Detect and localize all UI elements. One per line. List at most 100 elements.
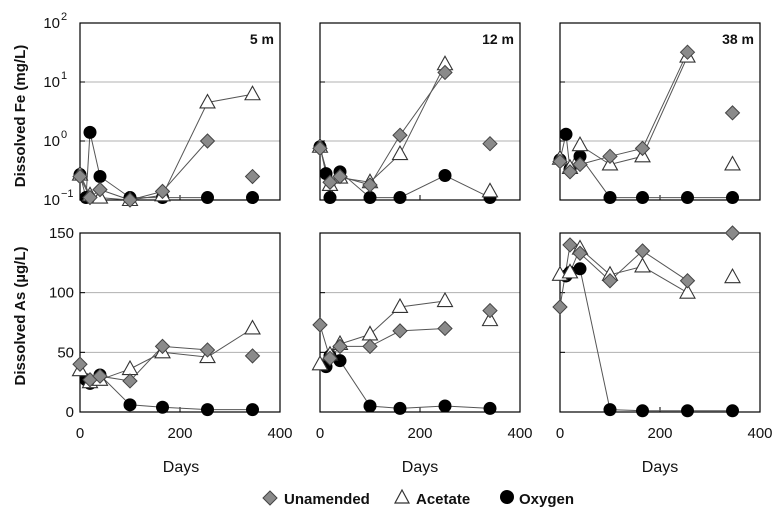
legend-label-acetate: Acetate [416,491,470,508]
point-oxygen [726,404,739,418]
point-unamended [312,317,328,333]
point-oxygen [83,125,97,139]
panel-depth-label: 12 m [482,31,514,47]
point-oxygen [681,404,694,418]
point-unamended [244,348,261,364]
point-unamended [72,168,88,185]
point-unamended [482,302,498,319]
x-tick-label: 400 [267,425,292,442]
point-unamended [679,273,696,289]
point-unamended [552,299,568,315]
point-acetate [571,136,589,152]
y-tick-label: 50 [57,344,74,361]
legend-marker-unamended [262,490,278,506]
point-unamended [572,156,588,173]
point-oxygen [246,191,259,205]
point-unamended [199,133,216,149]
point-unamended [482,135,498,152]
point-oxygen [603,403,617,417]
point-unamended [552,153,568,170]
point-acetate [679,283,696,299]
point-unamended [154,338,171,355]
y-axis-label-fe: Dissolved Fe (mg/L) [12,45,29,188]
point-oxygen [201,191,214,205]
x-axis-label-1: Days [163,459,199,476]
point-acetate [199,93,216,109]
panel-depth-label: 38 m [722,31,754,47]
point-unamended [362,338,378,355]
legend-label-oxygen: Oxygen [519,491,574,508]
point-acetate [391,144,409,161]
point-unamended [244,168,261,185]
point-oxygen [393,401,407,415]
point-unamended [602,148,618,165]
point-oxygen [93,170,107,184]
point-unamended [92,181,108,198]
point-unamended [72,356,88,372]
x-tick-label: 400 [747,425,772,442]
panel-fe-2: 12 m [311,22,521,205]
y-tick-label: 10 [43,15,60,32]
point-oxygen [438,399,452,413]
x-axis-label-2: Days [402,459,438,476]
plot-frame [559,232,761,413]
point-oxygen [393,191,407,205]
point-acetate [561,263,579,279]
panel-as-3: 0 200 400 [551,225,773,442]
series-line-oxygen [565,268,733,412]
point-acetate [244,85,261,101]
x-tick-label: 200 [407,425,432,442]
point-oxygen [363,191,377,205]
x-axis-label-3: Days [642,459,678,476]
legend-marker-acetate [393,488,411,504]
point-acetate [634,257,651,273]
point-acetate [244,319,261,335]
point-unamended [572,245,588,261]
point-oxygen [483,401,497,415]
point-oxygen [201,403,214,417]
y-tick-label: 150 [49,225,74,242]
point-unamended [332,338,348,355]
x-tick-label: 200 [167,425,192,442]
point-unamended [322,350,338,367]
panel-depth-label: 5 m [250,31,274,47]
point-unamended [724,105,741,121]
legend-label-unamended: Unamended [284,491,370,508]
point-unamended [602,273,618,289]
point-unamended [634,243,651,259]
legend-marker-oxygen [500,490,514,504]
point-unamended [634,140,651,157]
point-unamended [679,44,696,60]
point-acetate [391,297,409,314]
series-line-acetate [79,93,253,201]
point-unamended [437,64,453,81]
point-unamended [312,140,328,157]
x-tick-label: 400 [507,425,532,442]
point-acetate [481,182,499,198]
panel-fe-1: 10 −110 010 110 25 m [43,11,281,209]
point-unamended [562,164,578,180]
point-unamended [322,174,338,190]
point-oxygen [573,149,587,163]
point-oxygen [323,191,337,205]
y-tick-exponent: 2 [61,11,67,23]
y-axis-label-as: Dissolved As (µg/L) [12,247,29,386]
point-acetate [436,291,454,308]
point-acetate [311,355,329,371]
y-tick-label: 10 [43,192,60,209]
panel-as-1: 0 50 100 150 0 200 400 [49,225,293,442]
x-tick-label: 0 [316,425,324,442]
point-oxygen [726,191,739,205]
point-oxygen [438,169,452,183]
series-line-oxygen [325,355,491,409]
point-unamended [392,323,408,339]
point-unamended [92,368,108,384]
point-unamended [82,189,98,206]
point-oxygen [246,403,259,417]
point-unamended [154,183,171,200]
point-unamended [724,225,741,241]
point-oxygen [636,404,649,418]
point-oxygen [603,191,617,205]
point-acetate [724,155,741,171]
